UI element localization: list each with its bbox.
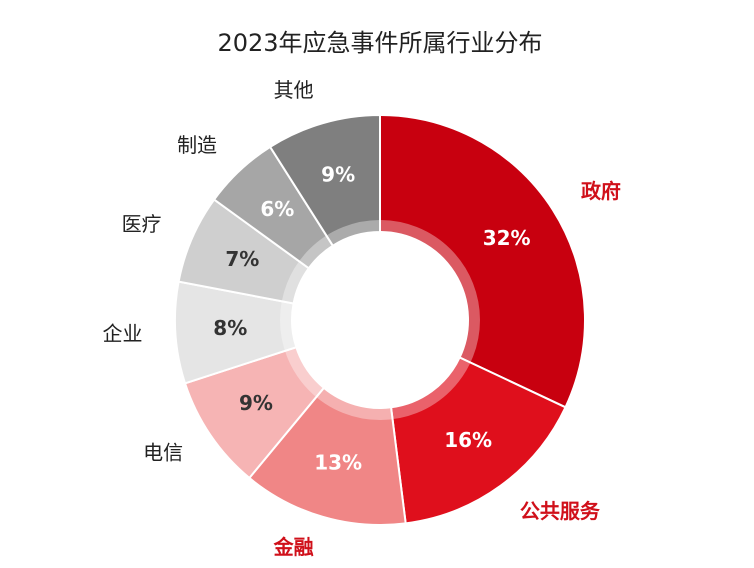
value-label: 13% — [314, 451, 362, 475]
donut-hole — [292, 232, 468, 408]
category-label: 其他 — [274, 78, 314, 102]
category-label: 政府 — [581, 179, 621, 203]
value-label: 6% — [260, 197, 294, 221]
value-label: 7% — [225, 247, 259, 271]
category-label: 电信 — [143, 440, 183, 464]
inner-ring — [280, 220, 480, 420]
category-label: 医疗 — [122, 212, 162, 236]
value-label: 16% — [444, 428, 492, 452]
chart-title: 2023年应急事件所属行业分布 — [217, 29, 542, 57]
category-label: 企业 — [102, 321, 142, 345]
value-label: 32% — [483, 226, 531, 250]
category-label: 金融 — [273, 535, 314, 559]
donut-segment — [389, 356, 567, 525]
category-label: 公共服务 — [520, 499, 601, 523]
value-label: 9% — [239, 391, 273, 415]
value-label: 9% — [321, 162, 355, 186]
value-label: 8% — [213, 316, 247, 340]
category-label: 制造 — [177, 133, 217, 157]
